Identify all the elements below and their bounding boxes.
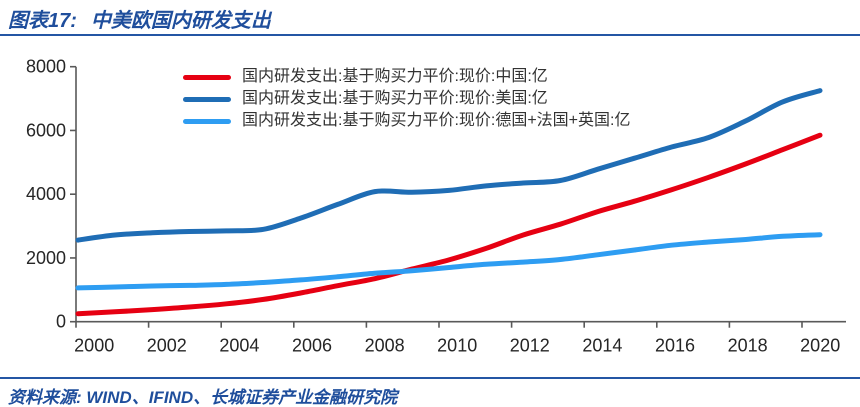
figure-title: 中美欧国内研发支出 (90, 10, 271, 32)
y-tick-label: 8000 (26, 57, 66, 77)
y-tick-label: 2000 (26, 248, 66, 268)
x-tick-label: 2012 (510, 336, 550, 356)
x-tick-label: 2020 (800, 336, 840, 356)
series-line-1 (75, 88, 823, 243)
x-tick-label: 2002 (147, 336, 187, 356)
x-tick-label: 2006 (292, 336, 332, 356)
y-tick-label: 6000 (26, 120, 66, 140)
legend-item-0: 国内研发支出:基于购买力平价:现价:中国:亿 (183, 66, 630, 88)
footer-rule (0, 377, 860, 379)
legend-label: 国内研发支出:基于购买力平价:现价:美国:亿 (242, 90, 548, 107)
legend-swatch (183, 118, 231, 124)
series-line-0 (75, 132, 823, 317)
legend-swatch (183, 74, 231, 80)
figure-number-label: 图表17: (8, 10, 77, 32)
x-tick-label: 2000 (74, 336, 114, 356)
legend-swatch (183, 96, 231, 102)
legend-item-2: 国内研发支出:基于购买力平价:现价:德国+法国+英国:亿 (183, 110, 630, 132)
x-tick-label: 2014 (582, 336, 622, 356)
chart-area: 0 2000 4000 6000 8000 2000 2002 2004 2006 2008 201… (0, 40, 860, 370)
x-tick-label: 2008 (365, 336, 405, 356)
series-line-2 (75, 232, 823, 291)
legend-label: 国内研发支出:基于购买力平价:现价:德国+法国+英国:亿 (242, 112, 631, 129)
legend-item-1: 国内研发支出:基于购买力平价:现价:美国:亿 (183, 88, 630, 110)
y-tick-label: 0 (56, 312, 66, 332)
x-tick-label: 2010 (437, 336, 477, 356)
x-tick-label: 2016 (655, 336, 695, 356)
legend-label: 国内研发支出:基于购买力平价:现价:中国:亿 (242, 68, 548, 85)
line-chart-canvas: 0 2000 4000 6000 8000 2000 2002 2004 2006 2008 201… (26, 57, 846, 356)
figure-header: 图表17: 中美欧国内研发支出 (8, 4, 271, 33)
source-note: 资料来源: WIND、IFIND、长城证券产业金融研究院 (8, 388, 398, 407)
x-tick-label: 2004 (219, 336, 259, 356)
chart-legend: 国内研发支出:基于购买力平价:现价:中国:亿 国内研发支出:基于购买力平价:现价:… (183, 66, 630, 132)
x-tick-label: 2018 (728, 336, 768, 356)
y-tick-label: 4000 (26, 184, 66, 204)
title-rule (0, 34, 860, 36)
